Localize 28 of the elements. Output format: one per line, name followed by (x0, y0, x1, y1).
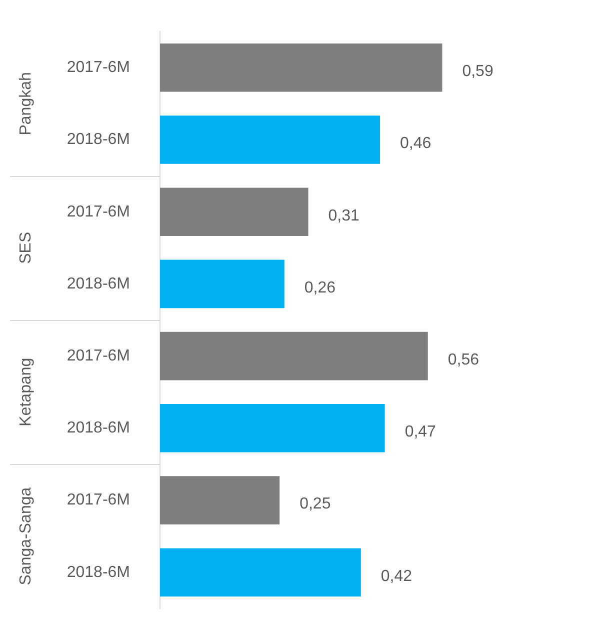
y-tick-label: 2018-6M (66, 420, 130, 437)
text: Pangkah (17, 72, 34, 136)
bar (160, 43, 442, 92)
text: Sanga-Sanga (17, 487, 34, 586)
data-label: 0,56 (448, 351, 480, 368)
bar (160, 188, 308, 236)
text: SES (17, 232, 34, 264)
bar (160, 548, 361, 597)
y-tick-label: 2017-6M (66, 347, 130, 364)
data-label: 0,26 (304, 279, 336, 296)
bar (160, 404, 385, 452)
data-label: 0,59 (462, 63, 494, 80)
data-label: 0,31 (328, 207, 360, 224)
text: Ketapang (17, 358, 34, 426)
y-tick-label: 2017-6M (66, 59, 130, 76)
bar (160, 332, 428, 380)
bar (160, 260, 284, 308)
y-tick-label: 2018-6M (66, 131, 130, 148)
y-tick-label: 2018-6M (66, 564, 130, 581)
data-label: 0,42 (380, 568, 412, 585)
data-label: 0,25 (300, 496, 331, 513)
data-label: 0,47 (404, 424, 436, 441)
bar (160, 476, 280, 524)
y-tick-label: 2018-6M (66, 275, 130, 292)
data-label: 0,46 (400, 135, 432, 152)
y-tick-label: 2017-6M (66, 492, 130, 509)
bar (160, 116, 380, 164)
y-tick-label: 2017-6M (66, 203, 130, 220)
